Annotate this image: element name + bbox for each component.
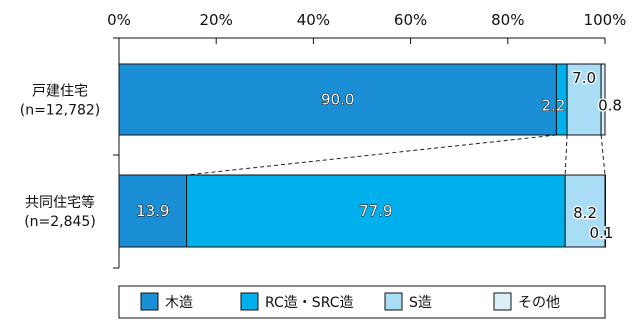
legend-label: 木造 [165,295,193,311]
bar-segment [600,63,606,136]
data-label: 90.0 [321,91,354,109]
data-label: 13.9 [136,202,169,220]
bars [118,63,606,248]
connector-line [564,134,568,176]
connector-lines [186,134,606,176]
category-labels: 戸建住宅 (n=12,782) 共同住宅等 (n=2,845) [20,84,101,231]
x-tick-label: 80% [491,11,524,29]
bar-segment [186,174,566,248]
data-label: 7.0 [572,69,596,87]
x-tick-label: 0% [107,11,131,29]
legend-label: S造 [409,295,432,311]
legend-swatch [493,292,512,311]
connector-line [600,134,606,176]
data-label: 77.9 [359,202,392,220]
data-labels: 90.0 2.2 7.00.8 13.9 77.9 8.2 0.1 [136,68,624,244]
x-tick-label: 20% [200,11,233,29]
x-tick-label: 40% [297,11,330,29]
bar-segment [604,174,606,248]
data-label: 2.2 [541,97,565,115]
category-n-label: (n=2,845) [24,214,96,230]
x-axis: 0% 20% 40% 60% 80% 100% [107,11,627,269]
connector-line [186,134,557,176]
data-label: 0.1 [590,224,614,242]
legend: 木造 RC造・SRC造 S造 その他 [118,285,606,319]
data-label: 8.2 [573,204,597,222]
legend-swatch [384,292,403,311]
x-tick-label: 60% [394,11,427,29]
category-label: 共同住宅等 [25,194,95,211]
legend-label: RC造・SRC造 [265,295,354,311]
legend-swatch [240,292,259,311]
category-label: 戸建住宅 [32,84,88,100]
legend-label: その他 [518,295,560,311]
legend-swatch [140,292,159,311]
bar-segment [564,174,606,248]
data-label: 0.8 [598,97,622,115]
x-tick-label: 100% [584,11,627,29]
category-n-label: (n=12,782) [20,103,101,119]
legend-box [118,285,606,319]
